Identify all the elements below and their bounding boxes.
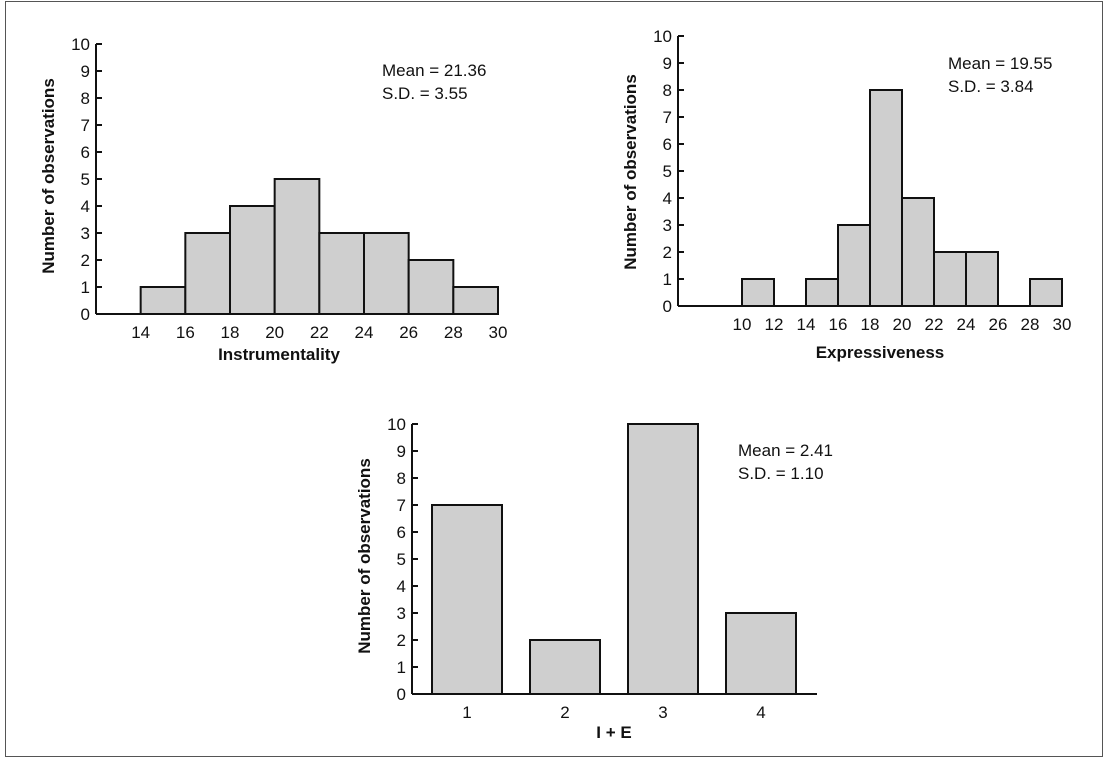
y-axis-label: Number of observations (355, 458, 374, 654)
x-tick-label: 22 (310, 323, 329, 342)
histogram-bar (837, 224, 871, 307)
histogram-bar (901, 197, 935, 307)
y-axis-label: Number of observations (39, 78, 58, 274)
x-tick-label: 24 (355, 323, 374, 342)
y-tick-label: 9 (397, 442, 406, 461)
x-tick-label: 30 (1053, 315, 1072, 334)
x-tick-label: 16 (829, 315, 848, 334)
x-tick-label: 20 (893, 315, 912, 334)
histogram-bar (933, 251, 967, 307)
histogram-bar (229, 205, 276, 315)
y-tick-label: 10 (387, 415, 406, 434)
chart-i-plus-e: 0 1 2 3 4 5 6 7 8 9 10 1 2 3 4 Number of observations… (355, 415, 833, 742)
y-tick-label: 10 (653, 27, 672, 46)
x-tick-label: 18 (861, 315, 880, 334)
histogram-bar (318, 232, 366, 315)
x-tick-label: 26 (989, 315, 1008, 334)
y-tick-label: 6 (81, 143, 90, 162)
x-tick-label: 10 (733, 315, 752, 334)
y-tick-label: 3 (81, 224, 90, 243)
x-tick-label: 2 (560, 703, 569, 722)
histogram-bar (184, 232, 231, 315)
y-tick-label: 2 (397, 631, 406, 650)
y-tick-label: 0 (397, 685, 406, 704)
y-tick-label: 7 (397, 496, 406, 515)
x-tick-label: 28 (444, 323, 463, 342)
bar (725, 612, 797, 695)
mean-annotation: Mean = 21.36 (382, 61, 486, 80)
y-tick-label: 8 (663, 81, 672, 100)
y-tick-label: 4 (663, 189, 672, 208)
y-tick-label: 9 (81, 62, 90, 81)
y-tick-label: 8 (81, 89, 90, 108)
y-tick-label: 9 (663, 54, 672, 73)
y-tick-label: 1 (663, 270, 672, 289)
histogram-bar (869, 89, 903, 307)
bar (529, 639, 601, 695)
x-axis-label: Expressiveness (816, 343, 945, 362)
y-tick-label: 6 (397, 523, 406, 542)
histogram-bar (273, 178, 321, 315)
y-tick-label: 1 (81, 278, 90, 297)
mean-annotation: Mean = 2.41 (738, 441, 833, 460)
x-tick-label: 20 (265, 323, 284, 342)
y-tick-label: 4 (397, 577, 406, 596)
x-tick-label: 28 (1021, 315, 1040, 334)
y-tick-label: 3 (397, 604, 406, 623)
y-tick-label: 2 (81, 251, 90, 270)
y-tick-label: 1 (397, 658, 406, 677)
x-axis-label: I + E (596, 723, 631, 742)
sd-annotation: S.D. = 3.55 (382, 84, 468, 103)
sd-annotation: S.D. = 1.10 (738, 464, 824, 483)
x-tick-label: 14 (131, 323, 150, 342)
x-tick-label: 22 (925, 315, 944, 334)
bar (431, 504, 503, 695)
x-axis-label: Instrumentality (218, 345, 340, 364)
bar (627, 423, 699, 695)
x-tick-label: 3 (658, 703, 667, 722)
y-tick-label: 0 (81, 305, 90, 324)
y-tick-label: 6 (663, 135, 672, 154)
y-axis-label: Number of observations (621, 74, 640, 270)
histogram-bar (741, 278, 775, 307)
y-tick-label: 7 (663, 108, 672, 127)
y-tick-label: 3 (663, 216, 672, 235)
x-tick-label: 12 (765, 315, 784, 334)
histogram-bar (407, 259, 455, 315)
x-tick-label: 14 (797, 315, 816, 334)
y-tick-label: 7 (81, 116, 90, 135)
x-tick-label: 1 (462, 703, 471, 722)
x-tick-label: 26 (399, 323, 418, 342)
y-tick-label: 2 (663, 243, 672, 262)
figure-frame (5, 1, 1103, 757)
x-tick-label: 4 (756, 703, 765, 722)
histogram-bar (965, 251, 999, 307)
y-tick-label: 10 (71, 35, 90, 54)
histogram-bar (452, 286, 500, 315)
histogram-bar (1029, 278, 1063, 307)
histogram-bar (805, 278, 839, 307)
chart-instrumentality: 0 1 2 3 4 5 6 7 8 9 10 14 16 18 20 22 24 26 28 30 Number o… (39, 35, 507, 364)
y-tick-label: 0 (663, 297, 672, 316)
x-tick-label: 18 (221, 323, 240, 342)
y-tick-label: 5 (397, 550, 406, 569)
sd-annotation: S.D. = 3.84 (948, 77, 1034, 96)
mean-annotation: Mean = 19.55 (948, 54, 1052, 73)
histogram-bar (363, 232, 410, 315)
y-tick-label: 5 (81, 170, 90, 189)
x-tick-label: 24 (957, 315, 976, 334)
y-tick-label: 8 (397, 469, 406, 488)
y-tick-label: 4 (81, 197, 90, 216)
y-tick-label: 5 (663, 162, 672, 181)
histogram-bar (139, 286, 187, 315)
x-tick-label: 16 (176, 323, 195, 342)
x-tick-label: 30 (489, 323, 508, 342)
